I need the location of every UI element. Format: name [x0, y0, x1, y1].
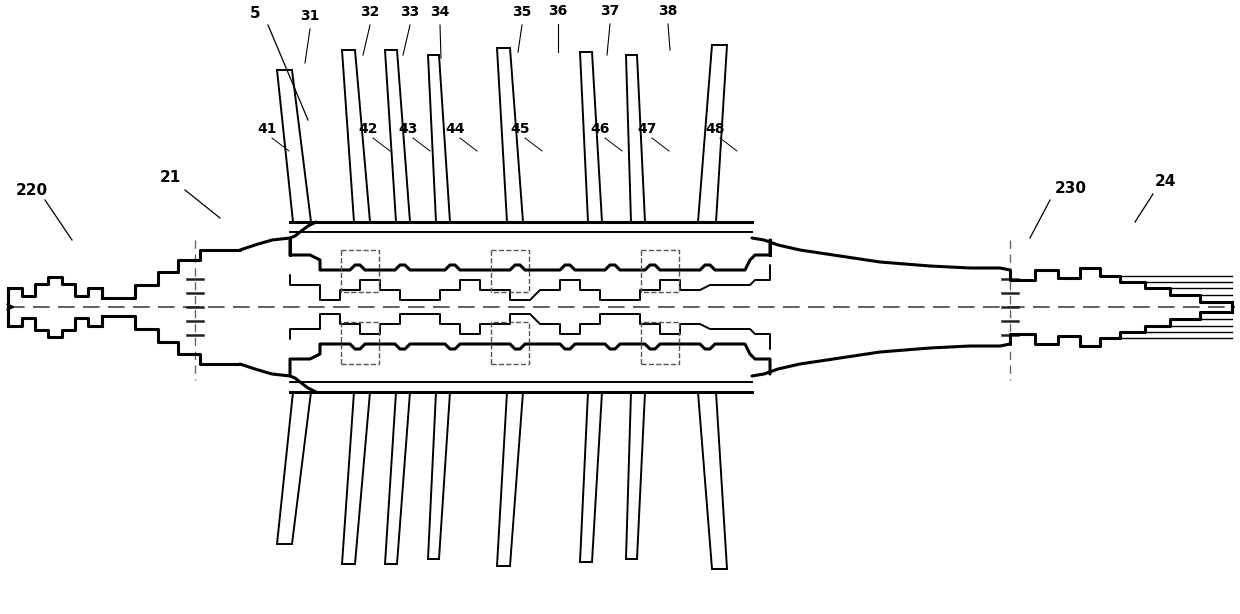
- Text: 35: 35: [512, 5, 532, 19]
- Text: 45: 45: [510, 122, 529, 136]
- Text: 41: 41: [257, 122, 277, 136]
- Text: 31: 31: [300, 9, 320, 23]
- Text: 230: 230: [1055, 181, 1087, 196]
- Text: 36: 36: [548, 4, 568, 18]
- Text: 44: 44: [445, 122, 465, 136]
- Text: 33: 33: [401, 5, 419, 19]
- Text: 37: 37: [600, 4, 620, 18]
- Text: 42: 42: [358, 122, 378, 136]
- Text: 32: 32: [361, 5, 379, 19]
- Text: 24: 24: [1154, 174, 1177, 189]
- Text: 220: 220: [16, 183, 48, 198]
- Text: 21: 21: [160, 170, 181, 185]
- Text: 38: 38: [658, 4, 678, 18]
- Text: 48: 48: [706, 122, 724, 136]
- Text: 34: 34: [430, 5, 450, 19]
- Text: 46: 46: [590, 122, 610, 136]
- Text: 43: 43: [398, 122, 418, 136]
- Text: 47: 47: [637, 122, 657, 136]
- Text: 5: 5: [249, 6, 260, 21]
